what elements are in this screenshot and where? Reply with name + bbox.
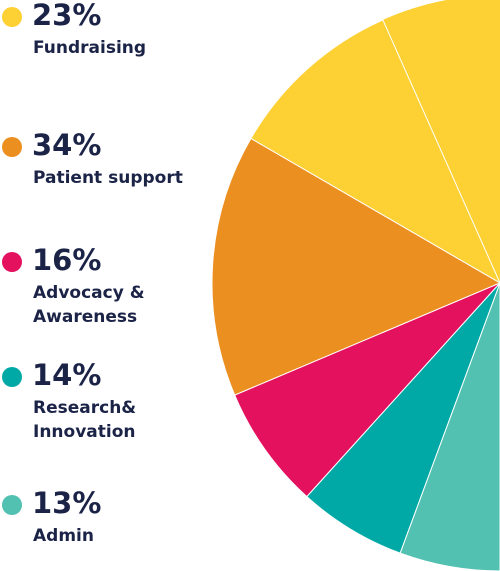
- legend-label-advocacy-awareness: Advocacy & Awareness: [33, 283, 145, 327]
- legend-percent-advocacy-awareness: 16%: [32, 243, 102, 277]
- pie-slice-fundraising: [250, 19, 500, 284]
- legend-dot-research-innovation: [2, 367, 22, 387]
- legend-dot-advocacy-awareness: [2, 252, 22, 272]
- legend-label-research-innovation: Research& Innovation: [33, 398, 137, 442]
- pie-slice-offscreen: [382, 0, 500, 571]
- pie-slice-advocacy-awareness: [234, 282, 500, 498]
- legend-label-admin: Admin: [33, 526, 94, 546]
- legend-label-patient-support: Patient support: [33, 168, 183, 188]
- legend-dot-admin: [2, 495, 22, 515]
- pie-slice-patient-support: [211, 137, 500, 396]
- legend-percent-admin: 13%: [32, 486, 102, 520]
- legend-percent-patient-support: 34%: [32, 128, 102, 162]
- legend-percent-research-innovation: 14%: [32, 358, 102, 392]
- legend-dot-patient-support: [2, 137, 22, 157]
- legend-label-fundraising: Fundraising: [33, 38, 147, 58]
- legend-dot-fundraising: [2, 7, 22, 27]
- legend-percent-fundraising: 23%: [32, 0, 102, 32]
